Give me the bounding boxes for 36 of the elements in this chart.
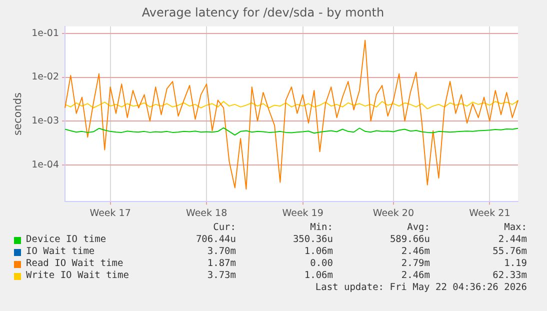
legend-label: IO Wait time	[26, 246, 95, 257]
text: 2.46m	[400, 270, 430, 281]
text: 3.73m	[206, 270, 236, 281]
x-tick-label: Week 18	[186, 208, 228, 219]
text: 706.44u	[194, 234, 236, 245]
text: 2.46m	[400, 246, 430, 257]
text: 0.00	[309, 258, 333, 269]
text: Avg:	[406, 222, 430, 233]
y-axis-title: seconds	[12, 92, 24, 136]
text: Max:	[503, 222, 527, 233]
chart-title: Average latency for /dev/sda - by month	[142, 5, 384, 20]
x-tick-label: Week 19	[282, 208, 324, 219]
text: Cur:	[212, 222, 236, 233]
legend-label: Device IO time	[26, 234, 106, 245]
text: Last update: Fri May 22 04:36:26 2026	[314, 282, 527, 293]
text: 350.36u	[292, 234, 333, 245]
x-tick-label: Week 21	[469, 208, 510, 219]
y-tick-label: 1e-02	[32, 72, 60, 83]
y-tick-label: 1e-01	[32, 28, 60, 39]
y-tick-label: 1e-04	[32, 159, 60, 170]
text: 1.06m	[303, 270, 333, 281]
text: 55.76m	[492, 246, 527, 257]
text: 1.19	[503, 258, 527, 269]
text: 1.87m	[206, 258, 236, 269]
legend-label: Write IO Wait time	[26, 270, 129, 281]
text: 3.70m	[206, 246, 236, 257]
text: 589.66u	[388, 234, 430, 245]
legend-label: Read IO Wait time	[26, 258, 124, 269]
text: 62.33m	[492, 270, 527, 281]
text: Min:	[309, 222, 333, 233]
text: 2.79m	[400, 258, 430, 269]
text: 1.06m	[303, 246, 333, 257]
text: 2.44m	[497, 234, 527, 245]
x-tick-label: Week 20	[372, 208, 414, 219]
y-tick-label: 1e-03	[32, 116, 60, 127]
x-tick-label: Week 17	[90, 208, 131, 219]
